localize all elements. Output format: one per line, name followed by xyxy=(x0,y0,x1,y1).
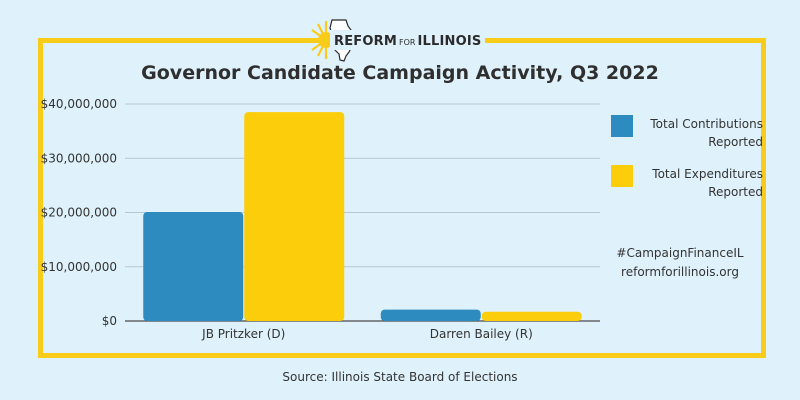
y-tick-label: $20,000,000 xyxy=(41,206,117,220)
bar-contributions-1 xyxy=(380,309,481,321)
x-category-label: Darren Bailey (R) xyxy=(430,327,533,341)
reform-for-illinois-logo: REFORM FOR ILLINOIS xyxy=(306,18,486,62)
logo-word-illinois: ILLINOIS xyxy=(417,34,482,49)
legend-swatch-contributions xyxy=(611,115,633,137)
legend-label-contributions: Total Contributions Reported xyxy=(639,115,763,151)
x-category-label: JB Pritzker (D) xyxy=(201,327,285,341)
bar-expenditures-0 xyxy=(244,112,345,321)
logo-wordmark: REFORM FOR ILLINOIS xyxy=(330,30,486,50)
legend-label-line2: Reported xyxy=(708,185,763,199)
legend-label-line2: Reported xyxy=(708,135,763,149)
legend-label-line1: Total Contributions xyxy=(650,117,763,131)
website-link[interactable]: reformforillinois.org xyxy=(621,265,739,279)
hashtag-text: #CampaignFinanceIL xyxy=(616,246,744,260)
logo-word-for: FOR xyxy=(398,38,416,47)
chart-title: Governor Candidate Campaign Activity, Q3… xyxy=(141,62,659,84)
y-tick-label: $0 xyxy=(102,314,117,328)
legend-label-line1: Total Expenditures xyxy=(652,167,763,181)
y-tick-label: $40,000,000 xyxy=(41,97,117,111)
legend-item-contributions: Total Contributions Reported xyxy=(611,115,763,151)
bar-contributions-0 xyxy=(143,211,244,321)
source-note: Source: Illinois State Board of Election… xyxy=(282,370,518,384)
y-tick-label: $10,000,000 xyxy=(41,260,117,274)
logo-word-reform: REFORM xyxy=(334,34,397,49)
legend-label-expenditures: Total Expenditures Reported xyxy=(639,165,763,201)
legend-swatch-expenditures xyxy=(611,165,633,187)
legend-item-expenditures: Total Expenditures Reported xyxy=(611,165,763,201)
y-tick-label: $30,000,000 xyxy=(41,151,117,165)
bar-expenditures-1 xyxy=(481,311,582,321)
